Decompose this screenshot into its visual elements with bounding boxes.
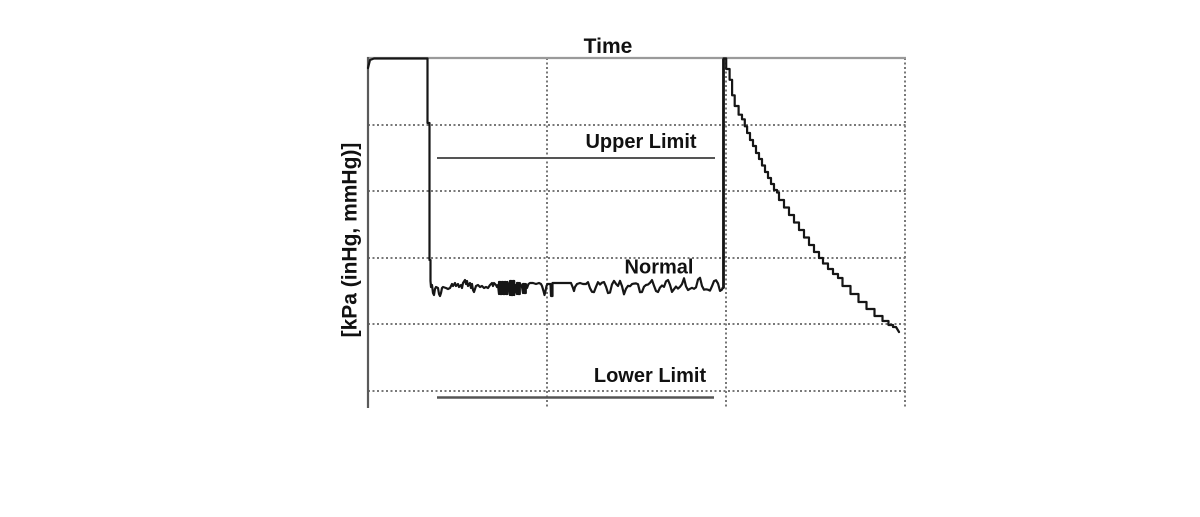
svg-text:Lower Limit: Lower Limit xyxy=(594,365,707,387)
svg-text:Time: Time xyxy=(584,35,633,58)
svg-text:Normal: Normal xyxy=(625,257,694,279)
svg-text:[kPa (inHg, mmHg)]: [kPa (inHg, mmHg)] xyxy=(339,143,362,338)
svg-text:Upper Limit: Upper Limit xyxy=(585,131,696,153)
